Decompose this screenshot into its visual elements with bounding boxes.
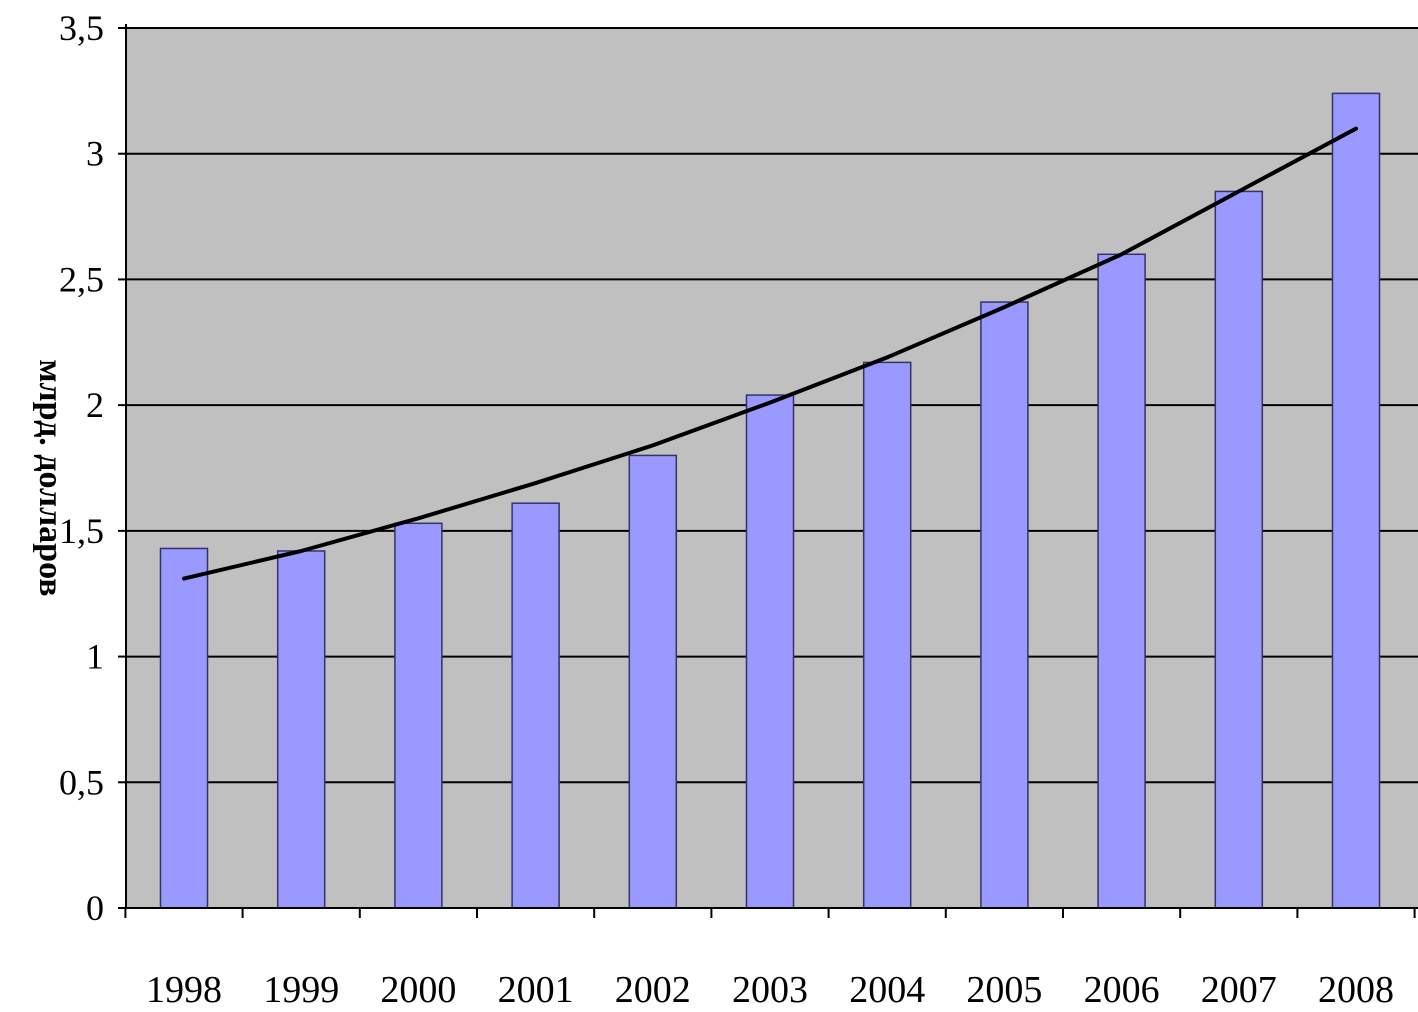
x-tick-labels: 1998 1999 2000 2001 2002 2003 2004 2005 2006 2007… <box>146 969 1394 1011</box>
bar-2003 <box>745 394 795 909</box>
y-tick-label: 0 <box>86 888 104 928</box>
y-tick-label: 1 <box>86 637 104 677</box>
x-tick-label: 2008 <box>1318 969 1394 1011</box>
x-tick-label: 2006 <box>1084 969 1160 1011</box>
bar-2007 <box>1214 190 1264 909</box>
x-tick-label: 2007 <box>1201 969 1277 1011</box>
y-tick-label: 1,5 <box>59 511 104 551</box>
x-tick-label: 2003 <box>732 969 808 1011</box>
bar-2001 <box>511 502 560 909</box>
x-tick-label: 1998 <box>146 969 222 1011</box>
bar-1999 <box>276 550 326 909</box>
x-tick-label: 2004 <box>849 969 925 1011</box>
x-tick-label: 2005 <box>966 969 1042 1011</box>
bar-2005 <box>980 301 1029 909</box>
y-tick-labels: 0 0,5 1 1,5 2 2,5 3 3,5 <box>59 8 104 928</box>
y-tick-label: 2,5 <box>59 259 104 299</box>
x-tick-label: 2002 <box>615 969 691 1011</box>
y-tick-label: 3 <box>86 134 104 174</box>
axes <box>118 24 1418 918</box>
x-tick-label: 2000 <box>380 969 456 1011</box>
trendline <box>182 126 1358 581</box>
x-tick-label: 2001 <box>498 969 574 1011</box>
trendline-group <box>182 126 1358 581</box>
bar-2008 <box>1331 92 1381 909</box>
y-tick-label: 2 <box>86 385 104 425</box>
bar-2006 <box>1097 253 1146 909</box>
y-tick-label: 3,5 <box>59 8 104 48</box>
x-tick-label: 1999 <box>263 969 339 1011</box>
bar-1998 <box>159 547 209 909</box>
y-axis-title: млрд. долларов <box>32 359 69 596</box>
bar-2004 <box>862 361 912 909</box>
bar-2002 <box>628 454 678 909</box>
y-tick-label: 0,5 <box>59 762 104 802</box>
bar-2000 <box>394 522 443 909</box>
